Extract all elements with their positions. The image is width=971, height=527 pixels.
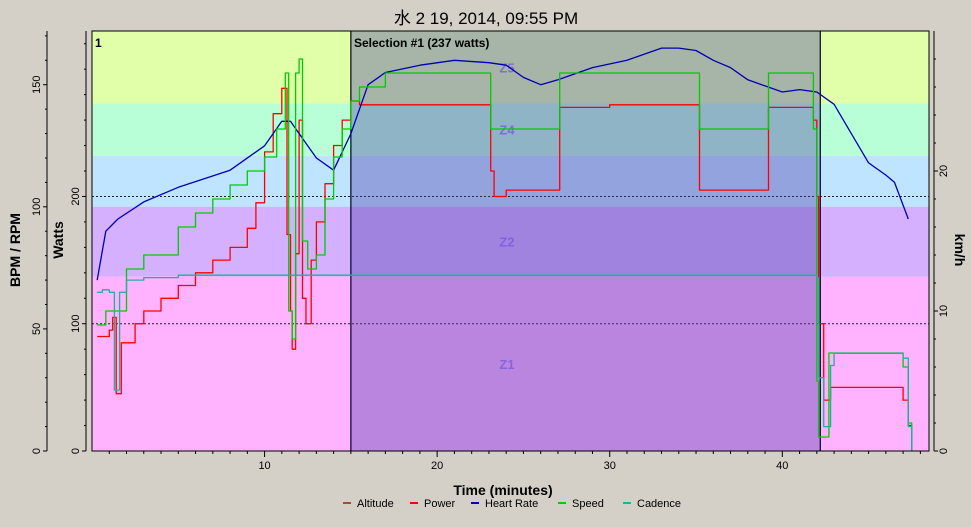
legend-label: Heart Rate (485, 498, 538, 510)
watts-tick-label-100: 100 (70, 315, 82, 333)
zone-band-3 (92, 155, 929, 207)
zone-band-1 (92, 276, 929, 451)
kmh-tick-label-0: 0 (938, 448, 950, 454)
zone-label-z2: Z2 (499, 235, 514, 250)
bpm-tick-label-100: 100 (31, 198, 43, 216)
y-axis-label-watts: Watts (50, 221, 66, 259)
bpm-tick-label-150: 150 (31, 76, 43, 94)
legend-item-speed[interactable]: Speed (558, 498, 604, 510)
legend-label: Power (424, 498, 456, 510)
zone-label-z1: Z1 (499, 357, 514, 372)
lap-label: 1 (95, 36, 102, 50)
legend-item-power[interactable]: Power (410, 498, 456, 510)
series-line-heart-rate (96, 47, 909, 281)
watts-tick-label-0: 0 (70, 448, 82, 454)
y-axis-label-kmh: km/h (952, 234, 968, 267)
x-axis-label: Time (minutes) (453, 482, 552, 498)
x-tick-label-40: 40 (776, 460, 788, 472)
legend-item-cadence[interactable]: Cadence (623, 498, 681, 510)
selection-overlay[interactable] (350, 31, 821, 451)
legend-item-altitude[interactable]: Altitude (343, 498, 394, 510)
legend-label: Cadence (637, 498, 681, 510)
axes: 10 20 30 40 0 50 100 150 0 100 200 0 10 20 (31, 30, 950, 472)
x-tick-label-20: 20 (431, 460, 443, 472)
bpm-tick-label-50: 50 (31, 323, 43, 335)
selection-region[interactable]: Z1 Z2 Z4 Z5 (350, 31, 821, 451)
legend-label: Altitude (357, 498, 394, 510)
bpm-tick-label-0: 0 (31, 448, 43, 454)
kmh-tick-label-10: 10 (938, 305, 950, 317)
series-line-speed (97, 58, 913, 451)
legend-item-heart-rate[interactable]: Heart Rate (471, 498, 538, 510)
y-axis-label-bpm: BPM / RPM (7, 213, 23, 287)
zone-label-z5: Z5 (499, 60, 514, 75)
legend-label: Speed (572, 498, 604, 510)
series-lines (96, 47, 913, 451)
series-line-cadence (97, 274, 913, 451)
selection-label: Selection #1 (237 watts) (354, 36, 489, 50)
watts-tick-label-200: 200 (70, 187, 82, 205)
gridlines (92, 195, 929, 325)
zone-band-2 (92, 206, 929, 277)
zone-label-z4: Z4 (499, 123, 515, 138)
plot-frame (91, 30, 930, 452)
x-tick-label-30: 30 (604, 460, 616, 472)
chart-title: 水 2 19, 2014, 09:55 PM (394, 9, 578, 28)
x-tick-label-10: 10 (258, 460, 270, 472)
legend[interactable]: Altitude Power Heart Rate Speed Cadence (343, 498, 681, 510)
kmh-tick-label-20: 20 (938, 165, 950, 177)
